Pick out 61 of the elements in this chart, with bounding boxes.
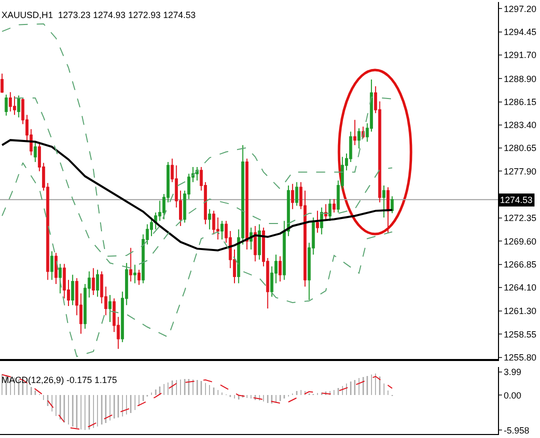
y-tick-label: 1261.30	[504, 306, 536, 316]
y-tick-label: 1297.20	[504, 4, 536, 14]
candlestick	[282, 220, 286, 280]
text: XAUUSD,H1 1273.23 1274.93 1272.93 1274.53	[1, 10, 196, 20]
candlestick	[13, 96, 16, 116]
candlestick	[291, 183, 294, 210]
candlestick	[138, 269, 141, 286]
line-series	[14, 97, 393, 269]
candlestick	[386, 186, 390, 234]
y-tick-label: 1280.65	[504, 143, 536, 154]
candlestick	[357, 128, 360, 149]
y-tick-label: 1266.85	[504, 259, 536, 270]
line-series	[2, 374, 393, 430]
y-tick-label: 1288.90	[504, 74, 536, 84]
line-series	[1, 139, 394, 252]
candlestick	[382, 185, 386, 218]
ref-line-label: 1274.53	[500, 195, 533, 205]
candlestick	[328, 198, 332, 222]
candlestick	[54, 252, 58, 285]
candlestick	[133, 264, 136, 284]
y-tick-label: 1277.90	[504, 166, 536, 176]
candlestick	[295, 182, 298, 206]
y-tick-label: -5.958	[504, 425, 530, 436]
candlestick	[208, 208, 212, 230]
y-tick-label: 1258.55	[504, 329, 536, 340]
candlestick	[286, 185, 290, 237]
candlestick	[220, 220, 224, 240]
candlestick	[34, 141, 37, 162]
y-tick-label: 0.00	[504, 390, 522, 400]
y-tick-label: 1291.70	[504, 50, 536, 60]
candlestick	[17, 94, 20, 118]
line-series	[2, 23, 393, 257]
candlestick	[353, 119, 356, 146]
line-series	[2, 162, 393, 357]
candlestick	[278, 256, 282, 282]
candlestick	[92, 268, 95, 296]
candlestick	[8, 92, 12, 112]
candlestick	[50, 250, 54, 280]
candlestick	[96, 269, 100, 298]
candlestick	[254, 225, 257, 262]
y-tick-label: 1264.10	[504, 282, 536, 293]
y-tick-label: 1269.60	[504, 236, 536, 246]
y-tick-label: 1255.80	[504, 352, 536, 362]
candlestick	[129, 247, 132, 282]
candlestick	[258, 224, 261, 260]
candlestick	[4, 94, 8, 116]
candlestick	[316, 210, 319, 234]
candlestick	[324, 204, 328, 220]
candlestick	[71, 274, 74, 306]
candlestick	[332, 198, 336, 213]
y-tick-label: 3.99	[504, 366, 522, 377]
y-tick-label: 1283.40	[504, 120, 536, 130]
y-tick-label: 1286.15	[504, 96, 536, 107]
candlestick	[108, 294, 112, 322]
y-tick-label: 1272.35	[504, 213, 536, 224]
candlestick	[245, 158, 248, 250]
candlestick	[58, 263, 62, 294]
y-tick-label: 1294.45	[504, 27, 536, 38]
text: MACD(12,26,9) -0.175 1.175	[1, 375, 118, 385]
candlestick	[390, 196, 394, 214]
candlestick	[0, 73, 4, 94]
